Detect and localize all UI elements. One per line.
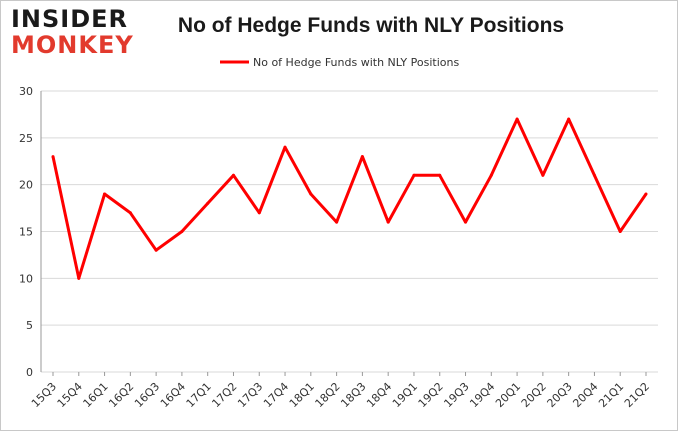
y-tick-label: 20 [19,179,33,192]
x-tick-label: 17Q3 [235,380,265,410]
data-point [309,192,313,196]
data-point [386,220,390,224]
series-layer [51,117,648,280]
x-tick-label: 16Q1 [81,380,111,410]
data-point [541,173,545,177]
insider-monkey-logo: INSIDER MONKEY [11,7,134,57]
y-tick-label: 30 [19,85,33,98]
x-tick-label: 20Q2 [519,380,549,410]
data-point [77,276,81,280]
x-tick-label: 19Q1 [390,380,420,410]
y-tick-label: 0 [26,366,33,379]
data-point [412,173,416,177]
x-tick-label: 21Q1 [596,380,626,410]
data-point [489,173,493,177]
data-point [206,201,210,205]
data-point [515,117,519,121]
legend-label: No of Hedge Funds with NLY Positions [253,56,459,69]
data-point [335,220,339,224]
data-point [283,145,287,149]
data-point [128,211,132,215]
x-tick-label: 20Q4 [570,380,600,410]
x-axis: 15Q315Q416Q116Q216Q316Q417Q117Q217Q317Q4… [29,372,652,410]
grid-lines [41,90,658,373]
x-tick-label: 19Q3 [441,380,471,410]
logo-line-1: INSIDER [11,5,129,33]
x-tick-label: 17Q1 [184,380,214,410]
legend: No of Hedge Funds with NLY Positions [220,56,459,69]
chart-title: No of Hedge Funds with NLY Positions [177,14,565,37]
data-point [257,211,261,215]
x-tick-label: 17Q2 [209,380,239,410]
data-point [618,230,622,233]
y-axis: 0 5 10 15 20 25 30 [19,85,42,379]
data-point [592,173,596,177]
data-point [180,230,184,233]
y-tick-label: 5 [26,319,33,332]
y-tick-label: 25 [19,132,33,145]
x-tick-label: 21Q2 [622,380,652,410]
x-tick-label: 17Q4 [261,380,291,410]
x-tick-label: 18Q3 [338,380,368,410]
x-tick-label: 20Q3 [545,380,575,410]
logo-line-2: MONKEY [11,31,134,59]
data-point [438,173,442,177]
data-point [567,117,571,121]
y-tick-label: 10 [19,272,33,285]
x-tick-label: 16Q3 [132,380,162,410]
x-tick-label: 16Q2 [106,380,136,410]
x-tick-label: 18Q2 [313,380,343,410]
data-point [154,248,158,252]
x-tick-label: 16Q4 [158,380,188,410]
data-point [103,192,107,196]
x-tick-label: 15Q3 [29,380,59,410]
data-point [51,155,55,159]
x-tick-label: 15Q4 [55,380,85,410]
data-point [644,192,648,196]
series-line [51,117,648,280]
data-point [464,220,468,224]
y-tick-label: 15 [19,226,33,239]
x-tick-label: 19Q4 [467,380,497,410]
x-tick-label: 19Q2 [416,380,446,410]
x-tick-label: 20Q1 [493,380,523,410]
x-tick-label: 18Q1 [287,380,317,410]
data-point [360,155,364,159]
data-point [231,173,235,177]
x-tick-label: 18Q4 [364,380,394,410]
